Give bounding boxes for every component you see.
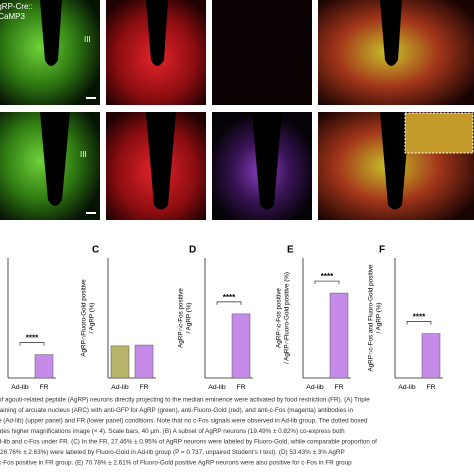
region-label: III [80,150,87,159]
x-tick-label: Ad-lib [208,384,226,391]
significance-bracket [406,321,432,325]
x-tick-label: FR [236,384,245,391]
bar-chart: E AgRP∩c-Fos positive / AgRP∩Fluoro-Gold p… [276,245,351,391]
significance: **** [321,272,334,281]
significance-bracket [216,301,242,305]
y-axis-label: / AgRP∩Fluoro-Gold positive (%) [284,272,291,364]
caption-line: c-Fos positive in FR group. (E) 70.78% ±… [0,460,352,467]
bar [34,354,54,379]
micrographs: AgRP-Cre:: GCaMP3 III III [0,0,474,220]
x-tick-label: FR [334,384,343,391]
caption-line: (26.76% ± 2.63%) were labeled by Fluoro-… [0,449,345,456]
x-tick-label: FR [39,384,48,391]
significance: **** [413,313,426,322]
y-axis-label: AgRP∩Fluoro-Gold positive [81,279,88,357]
bar-chart: C AgRP∩Fluoro-Gold positive / AgRP (%) Ad-l… [81,245,156,391]
x-tick-label: Ad-lib [398,384,416,391]
caption-line: e (Ad-lib) (upper panel) and FR (lower p… [0,418,368,425]
significance: **** [223,293,236,302]
bar [329,292,349,379]
bar [231,313,251,379]
image-cfos-adlib [212,0,312,105]
x-tick-label: Ad-lib [111,384,129,391]
panel-letter: F [379,245,385,256]
y-axis-label: / AgRP (%) [89,302,96,333]
significance-bracket [314,280,340,285]
x-tick-label: FR [426,384,435,391]
significance-bracket [19,342,45,346]
genotype: GCaMP3 [0,12,25,21]
y-axis-label: / AgRP (%) [186,302,193,333]
region-label: III [84,35,91,44]
x-tick-label: Ad-lib [306,384,324,391]
caption: of agouti-related peptide (AgRP) neurons… [0,397,377,467]
y-axis-label: AgRP∩c-Fos and Fluoro-Gold positive [368,264,375,372]
bar [110,345,130,379]
bar [421,333,441,379]
scale-bars [86,97,96,214]
y-axis-label: / AgRP (%) [376,302,383,333]
caption-line: ates higher magnifications image (× 4). … [0,428,345,435]
bar [134,344,154,379]
bar-chart: D AgRP∩c-Fos positive / AgRP (%) Ad-lib FR **… [178,245,253,391]
y-axis-label: AgRP∩c-Fos positive [276,288,283,348]
caption-line: of agouti-related peptide (AgRP) neurons… [0,397,370,404]
caption-line: taining of arcuate nucleus (ARC) with an… [0,407,354,414]
genotype: AgRP-Cre:: [0,2,33,11]
inset [404,112,474,154]
caption-line: d-lib and c-Fos under FR. (C) In the FR,… [0,439,377,446]
y-axis-label: AgRP∩c-Fos positive [178,288,185,348]
x-tick-label: Ad-lib [11,384,29,391]
panel-letter: D [189,245,196,256]
bar-chart: Ad-lib FR **** [7,258,56,391]
x-tick-label: FR [139,384,148,391]
panel-letter: E [287,245,294,256]
panel-letter: C [92,245,99,256]
bar-chart: F AgRP∩c-Fos and Fluoro-Gold positive / Ag… [368,245,443,391]
significance: **** [26,334,39,343]
